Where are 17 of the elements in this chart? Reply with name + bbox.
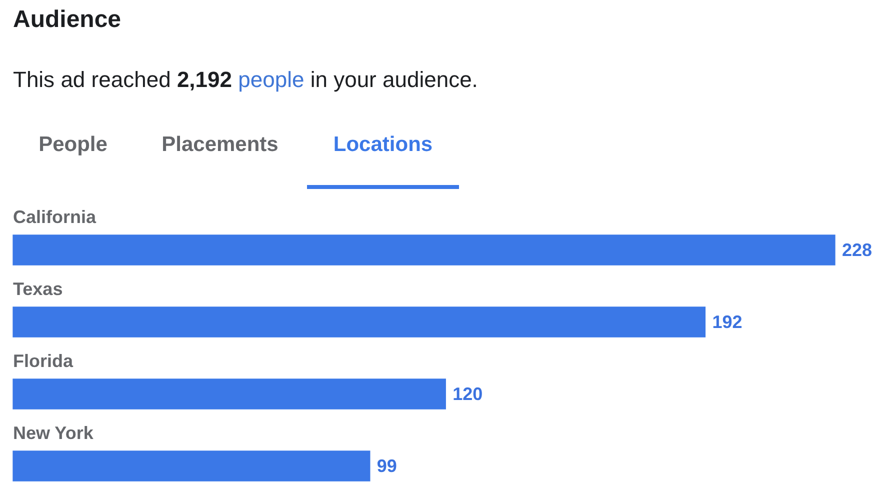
data-label: 99 <box>376 456 397 476</box>
bar <box>12 234 836 266</box>
y-tick-label: Florida <box>13 350 74 371</box>
data-label: 228 <box>842 240 872 260</box>
y-tick-label: New York <box>13 422 94 443</box>
bar <box>12 306 706 338</box>
chart-title: Audience <box>13 6 122 33</box>
bar <box>12 378 446 410</box>
tab[interactable]: Locations <box>307 120 459 189</box>
tab[interactable]: Placements <box>147 120 293 189</box>
data-label: 120 <box>452 384 483 404</box>
data-label: 192 <box>712 312 742 332</box>
bar <box>12 450 370 482</box>
y-tick-label: California <box>13 206 97 227</box>
y-tick-label: Texas <box>13 278 63 299</box>
chart-subtitle: This ad reached 2,192 people in your audience. <box>13 67 478 92</box>
tab[interactable]: People <box>0 120 146 189</box>
